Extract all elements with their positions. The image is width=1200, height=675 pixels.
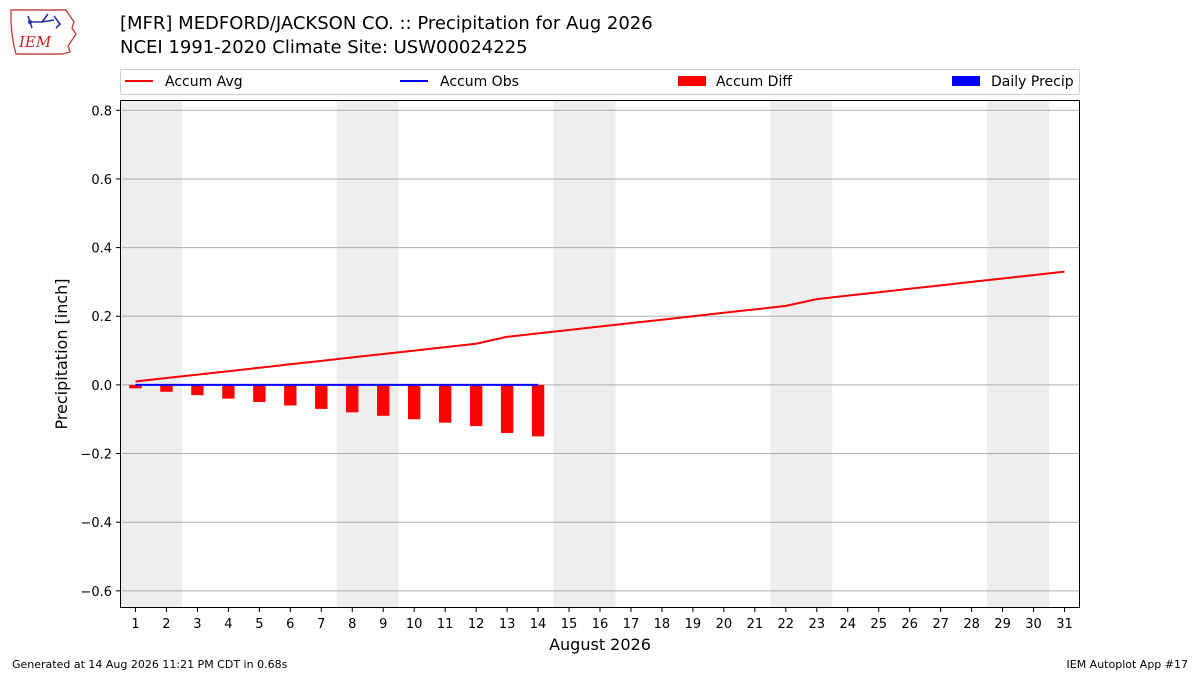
legend-marker-daily-precip xyxy=(952,76,980,86)
accum-diff-bar xyxy=(438,384,452,423)
accum-avg-line xyxy=(135,270,1065,383)
iem-logo: IEM xyxy=(10,9,77,55)
x-tick-label: 4 xyxy=(224,617,232,632)
accum-diff-bar xyxy=(284,384,297,406)
x-tick-label: 28 xyxy=(963,617,980,632)
x-tick-label: 26 xyxy=(901,617,918,632)
accum-diff-bar xyxy=(129,384,142,389)
iowa-outline-icon xyxy=(10,9,77,55)
y-tick-label: 0.8 xyxy=(91,104,112,119)
accum-diff-bars xyxy=(129,384,545,437)
series-lines xyxy=(135,270,1065,386)
y-tick-label: 0.0 xyxy=(91,379,112,394)
x-tick-label: 6 xyxy=(286,617,294,632)
x-tick-label: 29 xyxy=(994,617,1011,632)
x-tick-label: 8 xyxy=(348,617,356,632)
weekend-band-3 xyxy=(553,100,616,608)
x-tick-label: 27 xyxy=(932,617,949,632)
accum-diff-bar xyxy=(222,384,235,399)
x-axis-label: August 2026 xyxy=(549,635,651,654)
accum-diff-bar xyxy=(315,384,328,409)
accum-diff-bar xyxy=(377,384,390,416)
y-tick-label: 0.2 xyxy=(91,310,112,325)
y-tick-label: −0.4 xyxy=(80,516,112,531)
x-tick-label: 25 xyxy=(870,617,887,632)
x-tick-label: 7 xyxy=(317,617,325,632)
x-tick-label: 10 xyxy=(406,617,423,632)
x-tick-label: 30 xyxy=(1025,617,1042,632)
accum-diff-bar xyxy=(346,384,359,413)
x-axis: 1 2 3 4 5 6 7 8 9 10 11 12 13 14 15 16 17 18 19 20 21 22 23 24 2… xyxy=(131,608,1073,632)
x-tick-label: 16 xyxy=(592,617,609,632)
x-tick-label: 2 xyxy=(162,617,170,632)
logo-text: IEM xyxy=(18,33,52,51)
y-tick-label: 0.4 xyxy=(91,242,112,257)
legend-label-accum-obs: Accum Obs xyxy=(440,74,519,90)
accum-diff-bar xyxy=(191,384,204,396)
chart-title: [MFR] MEDFORD/JACKSON CO. :: Precipitati… xyxy=(120,13,653,34)
chart-subtitle: NCEI 1991-2020 Climate Site: USW00024225 xyxy=(120,37,528,58)
x-tick-label: 11 xyxy=(437,617,454,632)
generated-timestamp: Generated at 14 Aug 2026 11:21 PM CDT in… xyxy=(12,658,288,671)
weekend-shading xyxy=(120,100,1050,608)
x-tick-label: 19 xyxy=(685,617,702,632)
legend: Accum Avg Accum Obs Accum Diff Daily Precip xyxy=(120,69,1080,95)
accum-diff-bar xyxy=(469,384,483,427)
y-tick-label: −0.6 xyxy=(80,585,112,600)
legend-box xyxy=(120,69,1080,95)
legend-label-accum-diff: Accum Diff xyxy=(716,74,792,90)
x-tick-label: 31 xyxy=(1056,617,1073,632)
x-tick-label: 21 xyxy=(747,617,764,632)
weekend-band-1 xyxy=(120,100,182,608)
x-tick-label: 13 xyxy=(499,617,516,632)
x-tick-label: 20 xyxy=(716,617,733,632)
weekend-band-4 xyxy=(770,100,833,608)
accum-diff-bar xyxy=(253,384,266,403)
x-tick-label: 17 xyxy=(623,617,640,632)
x-tick-label: 1 xyxy=(131,617,139,632)
y-axis: −0.6 −0.4 −0.2 0.0 0.2 0.4 0.6 0.8 xyxy=(80,104,120,600)
x-tick-label: 22 xyxy=(778,617,795,632)
y-tick-label: −0.2 xyxy=(80,448,112,463)
y-axis-label: Precipitation [inch] xyxy=(52,278,71,429)
accum-diff-bar xyxy=(408,384,421,420)
app-label: IEM Autoplot App #17 xyxy=(1066,658,1189,671)
accum-diff-bar xyxy=(500,384,514,433)
plot-frame xyxy=(120,100,1080,608)
gridlines xyxy=(120,109,1080,592)
accum-diff-bar xyxy=(160,384,173,392)
legend-label-daily-precip: Daily Precip xyxy=(991,74,1074,90)
x-tick-label: 24 xyxy=(839,617,856,632)
x-tick-label: 23 xyxy=(809,617,826,632)
weekend-band-5 xyxy=(987,100,1050,608)
accum-diff-bar xyxy=(531,384,545,437)
legend-marker-accum-diff xyxy=(678,76,706,86)
x-tick-label: 15 xyxy=(561,617,578,632)
x-tick-label: 18 xyxy=(654,617,671,632)
y-tick-label: 0.6 xyxy=(91,173,112,188)
x-tick-label: 5 xyxy=(255,617,263,632)
x-tick-label: 9 xyxy=(379,617,387,632)
x-tick-label: 3 xyxy=(193,617,201,632)
x-tick-label: 12 xyxy=(468,617,485,632)
legend-label-accum-avg: Accum Avg xyxy=(165,74,243,90)
x-tick-label: 14 xyxy=(530,617,547,632)
